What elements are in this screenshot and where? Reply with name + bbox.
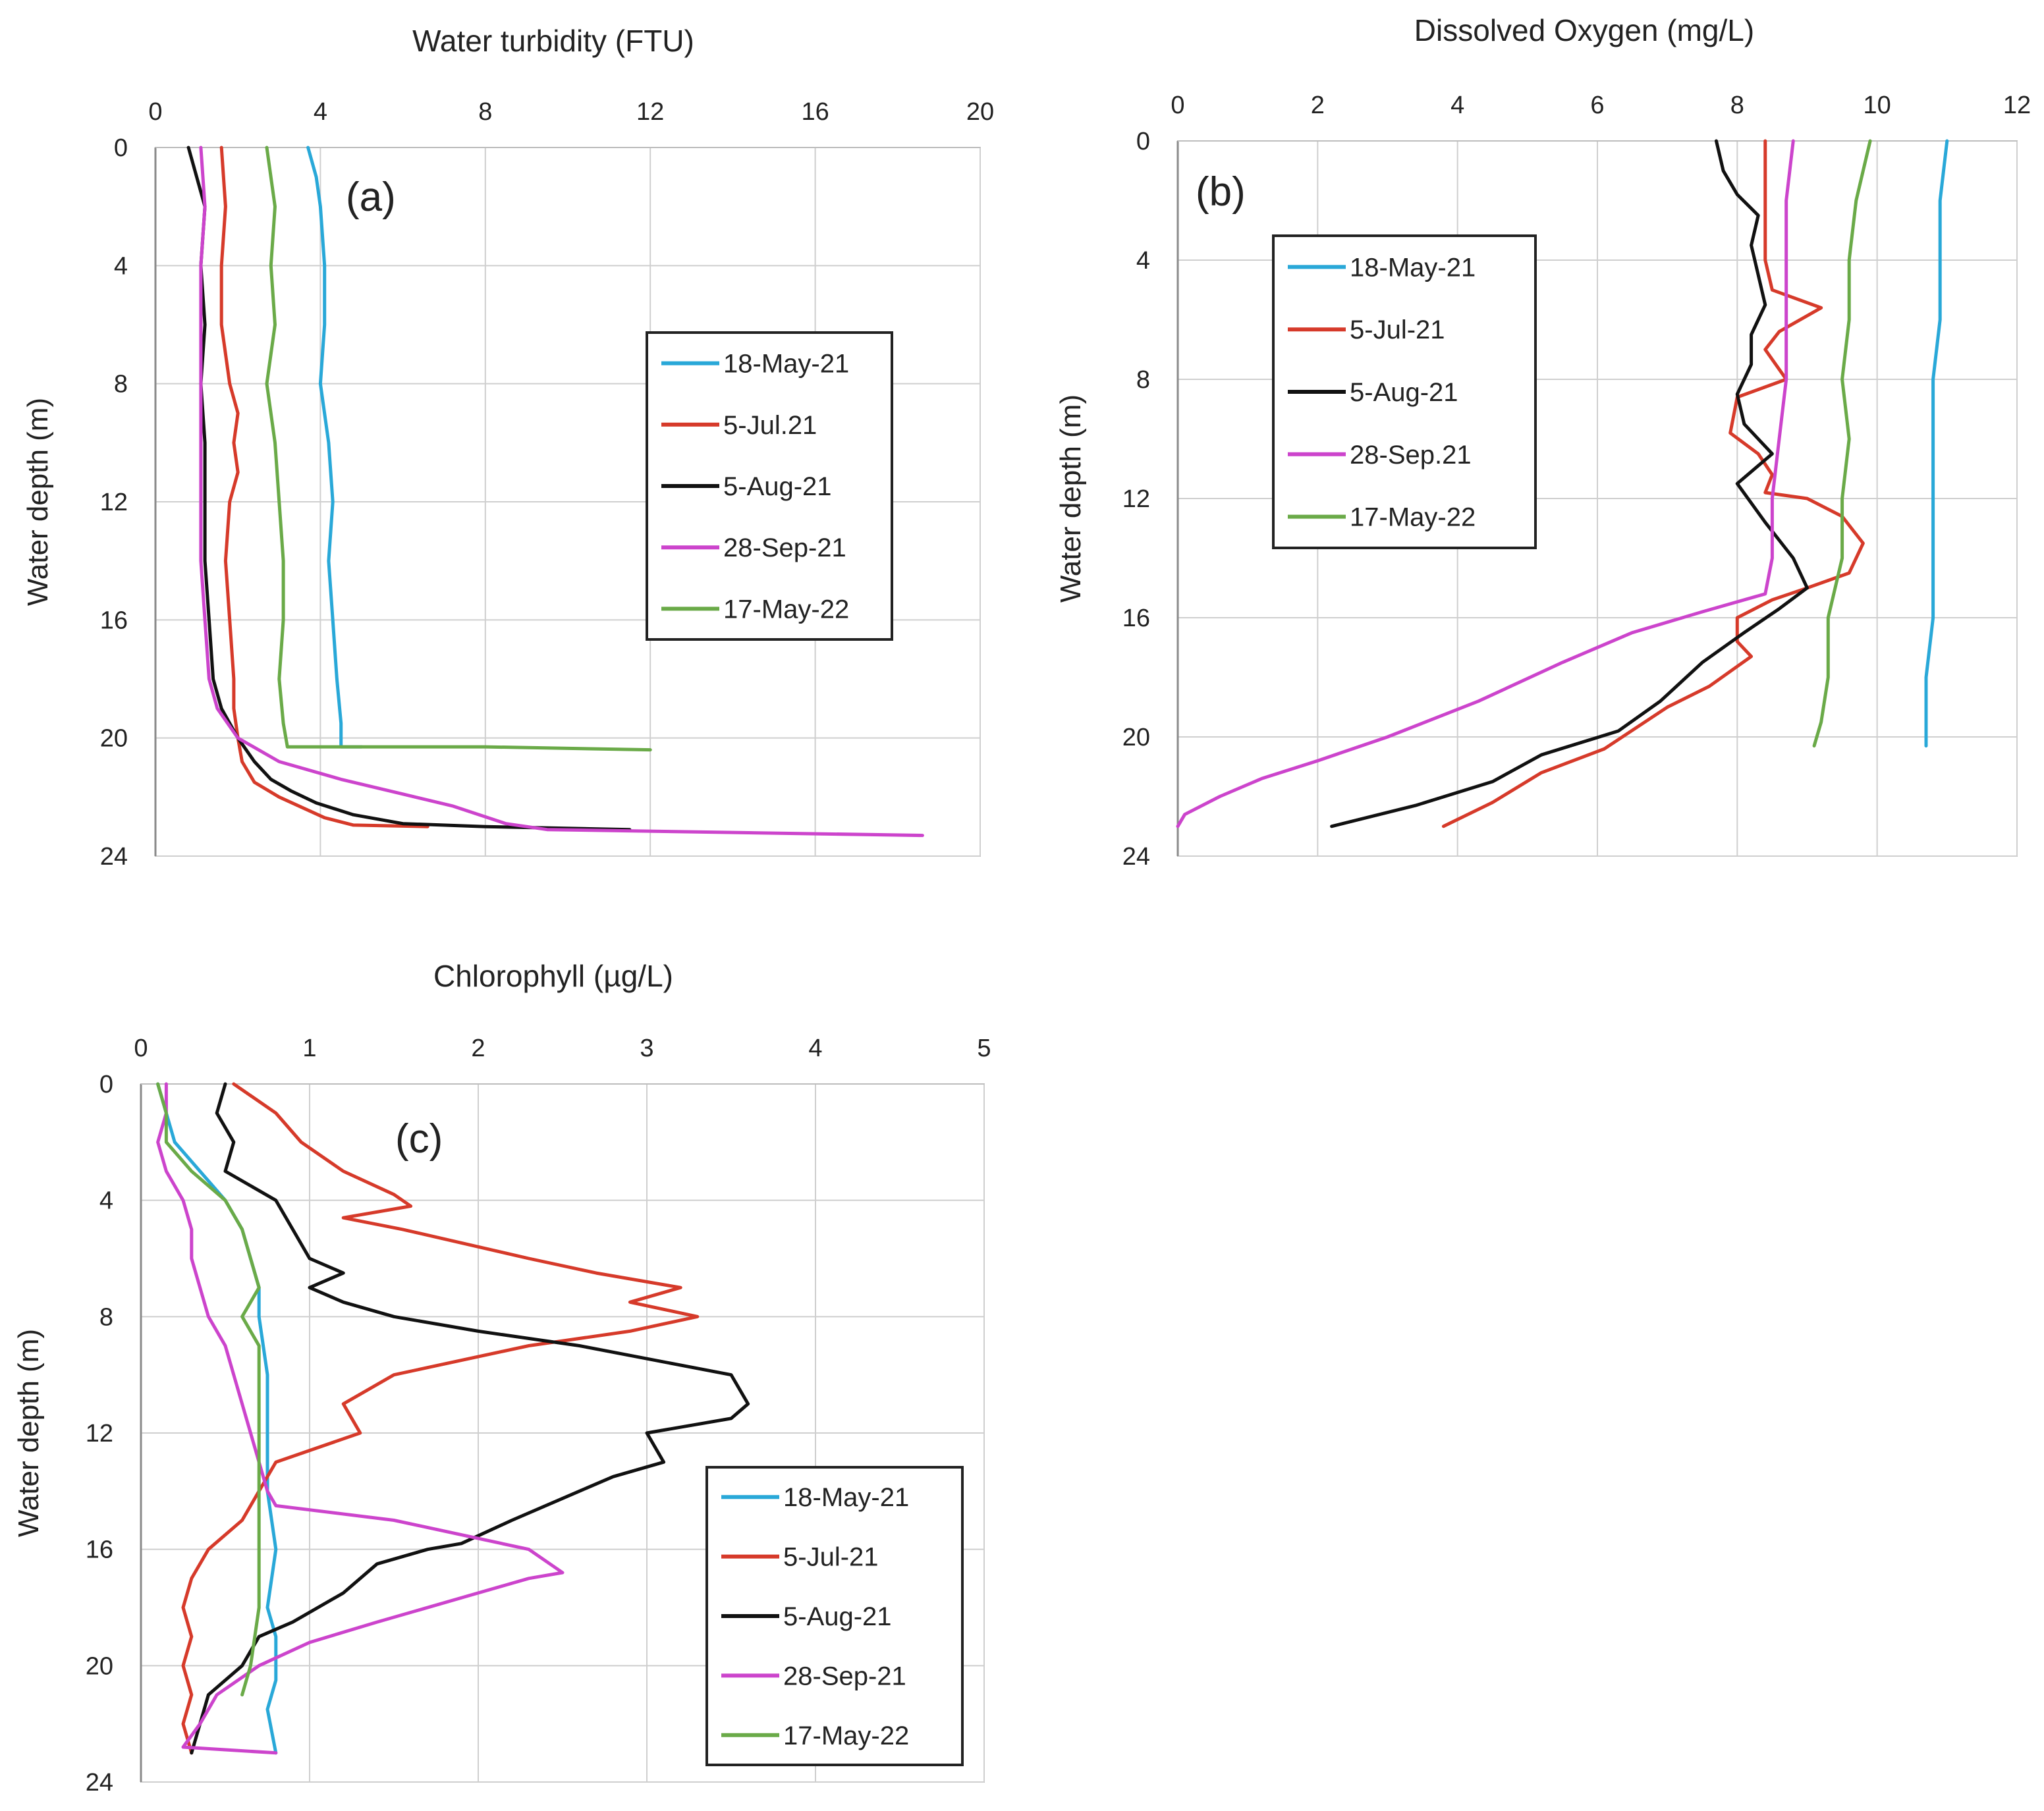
x-tick-label: 6 <box>1590 92 1604 119</box>
legend-entry: 18-May-21 <box>783 1483 909 1512</box>
series-line-5-jul-21 <box>219 146 429 828</box>
y-tick-label: 0 <box>99 1071 113 1098</box>
y-axis-label: Water depth (m) <box>1055 394 1087 603</box>
legend-entry: 5-Jul-21 <box>1350 315 1445 344</box>
y-tick-label: 0 <box>1136 128 1150 155</box>
legend-entry: 28-Sep-21 <box>783 1662 906 1690</box>
x-tick-label: 8 <box>1730 92 1744 119</box>
series-line-18-may-21 <box>306 146 364 749</box>
legend-entry: 5-Jul-21 <box>783 1543 879 1572</box>
y-tick-label: 24 <box>86 1769 113 1797</box>
legend-entry: 17-May-22 <box>1350 503 1476 532</box>
series-line-17-may-22 <box>265 146 652 752</box>
legend-entry: 5-Aug-21 <box>783 1602 892 1631</box>
chart-panel-1: 0 4 8 12 16 20 0 4 8 12 16 20 24 Water turbidity (FTU… <box>22 24 994 871</box>
legend-entry: 5-Jul.21 <box>723 411 817 440</box>
series-line-17-may-22 <box>156 1082 261 1696</box>
series-line-28-sep-21 <box>156 1082 565 1755</box>
panel-label: (a) <box>346 175 396 220</box>
y-tick-label: 24 <box>1122 843 1150 871</box>
x-tick-label: 16 <box>801 98 829 126</box>
x-tick-label: 12 <box>2003 92 2031 119</box>
y-tick-label: 4 <box>99 1187 113 1215</box>
x-tick-label: 0 <box>134 1035 148 1062</box>
legend-entry: 18-May-21 <box>1350 253 1476 282</box>
y-tick-label: 16 <box>1122 605 1150 632</box>
legend-entry: 28-Sep-21 <box>723 533 846 562</box>
x-tick-label: 0 <box>1171 92 1184 119</box>
y-tick-label: 8 <box>1136 366 1150 394</box>
x-tick-label: 5 <box>977 1035 991 1062</box>
series-line-18-may-21 <box>156 1082 278 1755</box>
y-tick-label: 12 <box>100 489 128 516</box>
y-tick-label: 8 <box>99 1303 113 1331</box>
x-tick-label: 4 <box>808 1035 822 1062</box>
legend: 18-May-21 5-Jul.21 5-Aug-21 28-Sep-21 17-May… <box>646 331 893 641</box>
legend-entry: 17-May-22 <box>783 1721 909 1750</box>
chart-title: Water turbidity (FTU) <box>412 24 694 58</box>
x-tick-label: 12 <box>636 98 664 126</box>
panel-label: (b) <box>1196 169 1246 215</box>
legend-entry: 28-Sep.21 <box>1350 441 1472 470</box>
x-tick-label: 2 <box>471 1035 485 1062</box>
series-line-28-sep-21 <box>1176 139 1795 828</box>
y-tick-label: 16 <box>100 607 128 634</box>
y-tick-label: 20 <box>100 725 128 753</box>
legend: 18-May-21 5-Jul-21 5-Aug-21 28-Sep-21 17-May… <box>705 1466 964 1766</box>
y-tick-label: 8 <box>114 371 128 398</box>
y-tick-label: 4 <box>114 252 128 280</box>
legend-entry: 17-May-22 <box>723 595 849 624</box>
y-tick-label: 12 <box>1122 485 1150 513</box>
series-line-5-jul-21 <box>181 1082 700 1755</box>
chart-title: Chlorophyll (µg/L) <box>433 959 673 993</box>
x-tick-label: 10 <box>1864 92 1891 119</box>
x-tick-label: 2 <box>1311 92 1325 119</box>
legend: 18-May-21 5-Jul-21 5-Aug-21 28-Sep.21 17-May… <box>1272 234 1537 549</box>
y-tick-label: 4 <box>1136 247 1150 275</box>
y-tick-label: 12 <box>86 1420 113 1447</box>
x-tick-label: 20 <box>966 98 994 126</box>
y-tick-label: 16 <box>86 1536 113 1564</box>
series-line-5-jul-21 <box>1441 139 1865 828</box>
legend-entry: 18-May-21 <box>723 350 849 379</box>
x-tick-label: 1 <box>302 1035 316 1062</box>
series-line-28-sep-21 <box>199 146 924 838</box>
series-line-18-may-21 <box>1924 139 1949 748</box>
panel-label: (c) <box>395 1116 443 1162</box>
x-tick-label: 4 <box>314 98 327 126</box>
x-tick-label: 0 <box>148 98 162 126</box>
chart-title: Dissolved Oxygen (mg/L) <box>1414 13 1754 47</box>
y-tick-label: 24 <box>100 843 128 871</box>
x-tick-label: 4 <box>1450 92 1464 119</box>
y-tick-label: 20 <box>1122 724 1150 751</box>
series-line-17-may-22 <box>1812 139 1872 748</box>
y-tick-label: 0 <box>114 134 128 162</box>
y-axis-label: Water depth (m) <box>22 398 54 606</box>
legend-entry: 5-Aug-21 <box>1350 378 1458 407</box>
series-line-5-aug-21 <box>190 1082 750 1755</box>
y-tick-label: 20 <box>86 1652 113 1680</box>
legend-entry: 5-Aug-21 <box>723 472 832 501</box>
y-axis-label: Water depth (m) <box>13 1329 45 1537</box>
series-line-5-aug-21 <box>1330 139 1809 828</box>
x-tick-label: 8 <box>478 98 492 126</box>
x-tick-label: 3 <box>640 1035 653 1062</box>
